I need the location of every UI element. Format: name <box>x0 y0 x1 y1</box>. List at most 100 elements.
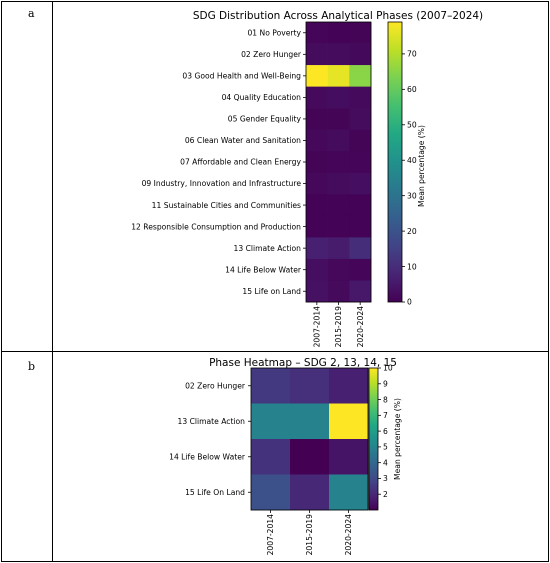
colorbar-tick-label: 7 <box>383 411 388 420</box>
column-label: 2020-2024 <box>356 306 365 348</box>
row-label: 13 Climate Action <box>234 244 302 253</box>
column-label: 2015-2019 <box>305 514 314 556</box>
heatmap-cell <box>290 403 330 440</box>
row-label: 04 Quality Education <box>222 93 302 102</box>
heatmap-cell <box>327 108 350 130</box>
heatmap-cell <box>327 86 350 109</box>
row-label: 03 Good Health and Well-Being <box>182 72 301 81</box>
heatmap-cell <box>327 43 350 66</box>
heatmap-cell <box>349 237 372 260</box>
heatmap-cell <box>327 172 350 195</box>
heatmap-cell <box>290 474 330 511</box>
row-label: 09 Industry, Innovation and Infrastructu… <box>142 179 302 188</box>
heatmap-cell <box>329 439 369 475</box>
row-label: 14 Life Below Water <box>169 452 246 461</box>
row-label: 07 Affordable and Clean Energy <box>180 158 301 167</box>
heatmap-cell <box>349 280 372 303</box>
heatmap-cell <box>306 258 328 281</box>
colorbar-tick-label: 6 <box>383 427 388 436</box>
row-label: 15 Life On Land <box>185 488 245 497</box>
row-label: 05 Gender Equality <box>228 115 302 124</box>
row-label: 11 Sustainable Cities and Communities <box>152 201 301 210</box>
heatmap-cell <box>327 22 350 44</box>
row-label: 01 No Poverty <box>247 28 301 37</box>
column-label: 2020-2024 <box>344 514 353 556</box>
colorbar-tick-label: 30 <box>407 191 417 200</box>
column-label: 2007-2014 <box>266 514 275 556</box>
heatmap-cell <box>349 22 372 44</box>
row-label: 15 Life on Land <box>242 287 301 296</box>
heatmap-cell <box>349 215 372 238</box>
panel-label-b: b <box>28 360 35 373</box>
heatmap-cell <box>349 108 372 130</box>
heatmap-cell <box>251 474 291 511</box>
heatmap-cell <box>327 151 350 174</box>
heatmap-cell <box>329 368 369 404</box>
row-label: 13 Climate Action <box>178 417 246 426</box>
heatmap-cell <box>306 172 328 195</box>
colorbar-tick-label: 8 <box>383 395 388 404</box>
colorbar-tick-label: 70 <box>407 50 417 59</box>
heatmap-cell <box>329 474 369 511</box>
colorbar-tick-label: 20 <box>407 227 417 236</box>
row-label: 14 Life Below Water <box>225 265 302 274</box>
colorbar-tick-label: 10 <box>383 364 393 373</box>
panel-label-a: a <box>28 7 35 20</box>
row-label: 06 Clean Water and Sanitation <box>185 136 301 145</box>
heatmap-cell <box>349 86 372 109</box>
colorbar-tick-label: 60 <box>407 85 417 94</box>
row-label: 02 Zero Hunger <box>241 50 302 59</box>
heatmap-panel-a: SDG Distribution Across Analytical Phase… <box>131 10 483 347</box>
chart-title-a: SDG Distribution Across Analytical Phase… <box>193 10 483 22</box>
colorbar-tick-label: 50 <box>407 120 417 129</box>
heatmap-cell <box>349 258 372 281</box>
heatmap-cell <box>327 215 350 238</box>
heatmap-cell <box>306 151 328 174</box>
heatmap-cell <box>349 194 372 217</box>
column-label: 2015-2019 <box>334 306 343 348</box>
heatmap-cell <box>306 129 328 152</box>
heatmap-cell <box>251 403 291 440</box>
heatmap-cell <box>349 172 372 195</box>
colorbar-label-a: Mean percentage (%) <box>417 125 426 207</box>
colorbar <box>368 367 379 511</box>
heatmap-cell <box>329 403 369 440</box>
colorbar-tick-label: 5 <box>383 443 388 452</box>
heatmap-cell <box>306 237 328 260</box>
column-label: 2007-2014 <box>313 306 322 348</box>
heatmap-cell <box>327 280 350 303</box>
heatmap-panel-b: Phase Heatmap – SDG 2, 13, 14, 15 02 Zer… <box>169 357 402 555</box>
colorbar <box>387 21 403 303</box>
heatmap-cell <box>306 43 328 66</box>
colorbar-tick-label: 4 <box>383 458 388 467</box>
heatmap-cell <box>290 368 330 404</box>
colorbar-tick-label: 0 <box>407 298 412 307</box>
heatmap-cell <box>327 129 350 152</box>
heatmap-cell <box>306 215 328 238</box>
heatmap-cell <box>327 237 350 260</box>
heatmap-cell <box>306 108 328 130</box>
colorbar-tick-label: 10 <box>407 262 417 271</box>
heatmap-cell <box>349 43 372 66</box>
heatmap-cell <box>306 86 328 109</box>
row-label: 12 Responsible Consumption and Productio… <box>131 222 301 231</box>
heatmap-cell <box>327 258 350 281</box>
heatmap-cell <box>306 194 328 217</box>
colorbar-tick-label: 9 <box>383 379 388 388</box>
colorbar-label-b: Mean percentage (%) <box>393 398 402 480</box>
heatmap-cell <box>306 65 328 87</box>
heatmap-cell <box>290 439 330 475</box>
colorbar-tick-label: 40 <box>407 156 417 165</box>
heatmap-cell <box>251 439 291 475</box>
heatmap-cell <box>349 151 372 174</box>
heatmap-cell <box>327 194 350 217</box>
heatmap-cell <box>306 22 328 44</box>
heatmap-cell <box>251 368 291 404</box>
heatmap-cell <box>349 65 372 87</box>
colorbar-tick-label: 2 <box>383 490 388 499</box>
chart-title-b: Phase Heatmap – SDG 2, 13, 14, 15 <box>209 357 397 369</box>
colorbar-tick-label: 3 <box>383 474 388 483</box>
heatmap-cell <box>327 65 350 87</box>
